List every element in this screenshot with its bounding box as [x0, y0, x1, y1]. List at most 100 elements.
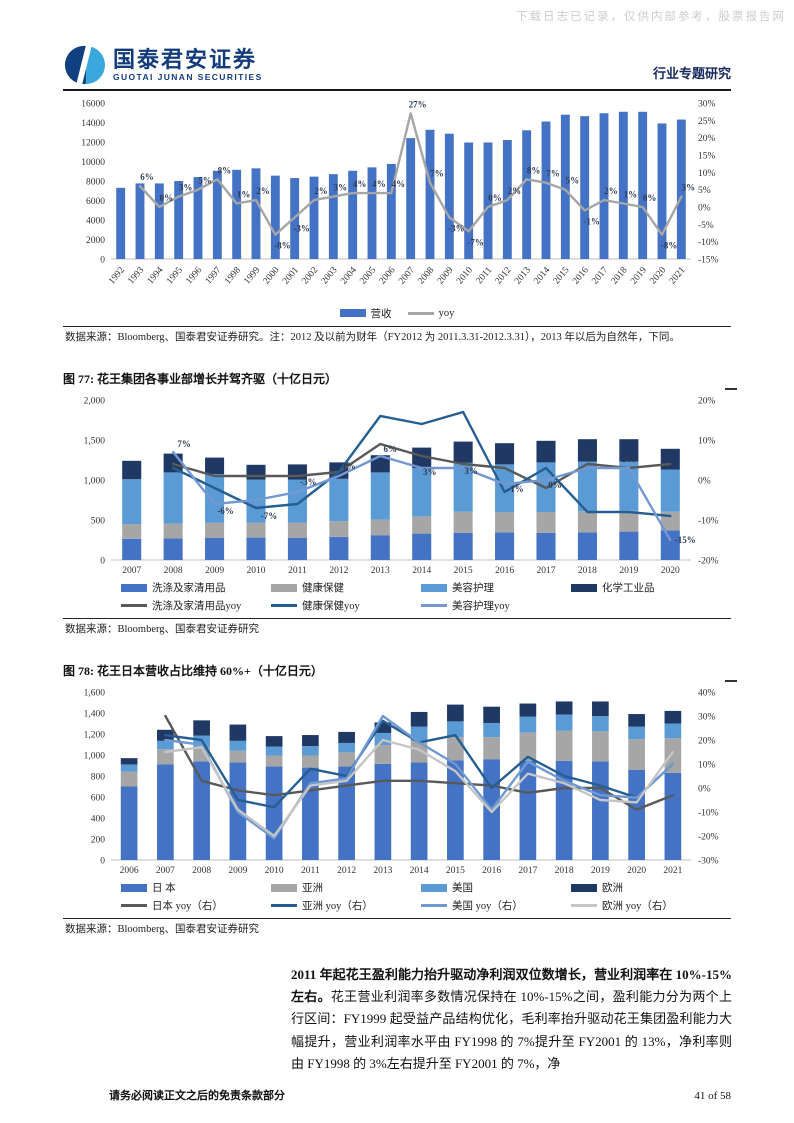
- legend-label: 欧洲: [602, 883, 623, 895]
- bar-segment: [412, 516, 432, 534]
- svg-text:2011: 2011: [475, 265, 495, 286]
- svg-text:0%: 0%: [698, 204, 711, 214]
- bar-segment: [676, 119, 686, 259]
- line-swatch-icon: [271, 904, 297, 908]
- figure-78-title: 图 78: 花王日本营收占比维持 60%+（十亿日元）: [63, 662, 737, 683]
- bar-segment: [483, 737, 500, 760]
- svg-text:1995: 1995: [165, 265, 185, 286]
- bar-segment: [495, 532, 515, 561]
- bar-segment: [122, 539, 142, 561]
- svg-text:8000: 8000: [86, 178, 105, 188]
- svg-text:-20%: -20%: [698, 557, 719, 567]
- bar-segment: [453, 511, 473, 534]
- svg-text:2%: 2%: [314, 186, 328, 196]
- svg-text:10%: 10%: [698, 761, 716, 771]
- bar-segment: [338, 766, 355, 861]
- line-swatch-icon: [121, 604, 147, 608]
- svg-text:-6%: -6%: [217, 506, 234, 516]
- svg-text:-8%: -8%: [661, 241, 678, 251]
- svg-text:2005: 2005: [358, 265, 378, 286]
- svg-text:2%: 2%: [256, 186, 270, 196]
- legend-item: 健康保健: [271, 580, 421, 595]
- svg-text:-15%: -15%: [675, 535, 696, 545]
- svg-text:16000: 16000: [81, 100, 105, 110]
- bar-segment: [251, 168, 261, 259]
- svg-text:2014: 2014: [412, 566, 431, 576]
- svg-text:0%: 0%: [548, 480, 562, 490]
- svg-text:8%: 8%: [218, 165, 232, 175]
- legend-label: 日 本: [152, 883, 176, 895]
- svg-text:2006: 2006: [378, 265, 398, 286]
- legend-label: 美容护理: [452, 583, 494, 595]
- bar-segment: [116, 187, 126, 259]
- bar-segment: [174, 181, 184, 259]
- bar-segment: [270, 175, 280, 259]
- svg-text:30%: 30%: [698, 100, 716, 110]
- svg-text:1998: 1998: [223, 265, 243, 286]
- svg-text:-30%: -30%: [698, 857, 719, 867]
- svg-text:2007: 2007: [156, 866, 175, 876]
- line-series: [171, 443, 672, 490]
- svg-text:2001: 2001: [281, 265, 301, 286]
- svg-text:2018: 2018: [555, 866, 574, 876]
- svg-text:2004: 2004: [339, 265, 359, 286]
- brand-name: 国泰君安证券: [113, 47, 258, 73]
- bar-swatch-icon: [571, 883, 597, 892]
- bar-segment: [302, 735, 319, 747]
- bar-segment: [367, 167, 377, 259]
- bar-segment: [628, 739, 645, 771]
- bar-swatch-icon: [421, 883, 447, 892]
- svg-text:1,200: 1,200: [84, 731, 106, 741]
- svg-text:20%: 20%: [698, 737, 716, 747]
- svg-text:-5%: -5%: [698, 221, 714, 231]
- bar-segment: [232, 169, 242, 259]
- bar-segment: [406, 138, 416, 259]
- bar-segment: [410, 741, 428, 763]
- bar-segment: [495, 512, 515, 533]
- bar-segment: [205, 523, 225, 539]
- bar-segment: [410, 727, 428, 742]
- bar-segment: [329, 521, 349, 538]
- svg-text:500: 500: [91, 517, 106, 527]
- bar-segment: [447, 705, 464, 722]
- bar-segment: [265, 747, 283, 756]
- bar-segment: [660, 449, 680, 470]
- bar-swatch-icon: [571, 583, 597, 592]
- svg-text:30%: 30%: [698, 713, 716, 723]
- bar-segment: [338, 752, 355, 767]
- svg-text:2013: 2013: [513, 265, 533, 286]
- svg-text:2019: 2019: [619, 566, 638, 576]
- bar-segment: [447, 760, 464, 861]
- bar-segment: [660, 530, 680, 561]
- bar-segment: [619, 439, 639, 462]
- line-swatch-icon: [271, 604, 297, 608]
- bar-segment: [410, 762, 428, 861]
- bar-segment: [135, 183, 145, 259]
- svg-text:2021: 2021: [668, 265, 688, 286]
- bar-swatch-icon: [271, 583, 297, 592]
- brand-logo: 国泰君安证券 GUOTAI JUNAN SECURITIES: [63, 44, 263, 86]
- bar-segment: [660, 469, 680, 512]
- bar-segment: [519, 761, 537, 861]
- legend-label: 美国 yoy（右）: [452, 901, 523, 913]
- legend-label: 日本 yoy（右）: [152, 901, 223, 913]
- svg-text:2018: 2018: [578, 566, 597, 576]
- svg-text:2015: 2015: [446, 866, 465, 876]
- svg-text:4000: 4000: [86, 217, 105, 227]
- bar-segment: [338, 743, 355, 753]
- svg-text:3%: 3%: [334, 183, 348, 193]
- legend-item: 洗涤及家清用品yoy: [121, 598, 271, 613]
- line-series: [164, 715, 675, 812]
- figure-77-title: 图 77: 花王集团各事业部增长并驾齐驱（十亿日元）: [63, 370, 737, 391]
- svg-text:3%: 3%: [622, 454, 636, 464]
- svg-text:2%: 2%: [604, 186, 618, 196]
- svg-text:2019: 2019: [629, 265, 649, 286]
- bar-segment: [519, 732, 537, 762]
- bar-segment: [287, 523, 307, 539]
- line-swatch-icon: [121, 904, 147, 908]
- bar-segment: [628, 770, 645, 861]
- bar-segment: [193, 720, 210, 737]
- bar-segment: [592, 731, 609, 762]
- segment-growth-chart: 0 500 1,000 1,500 2,000 -20% -10% 0% 10% 20% 2007 2…: [63, 392, 731, 578]
